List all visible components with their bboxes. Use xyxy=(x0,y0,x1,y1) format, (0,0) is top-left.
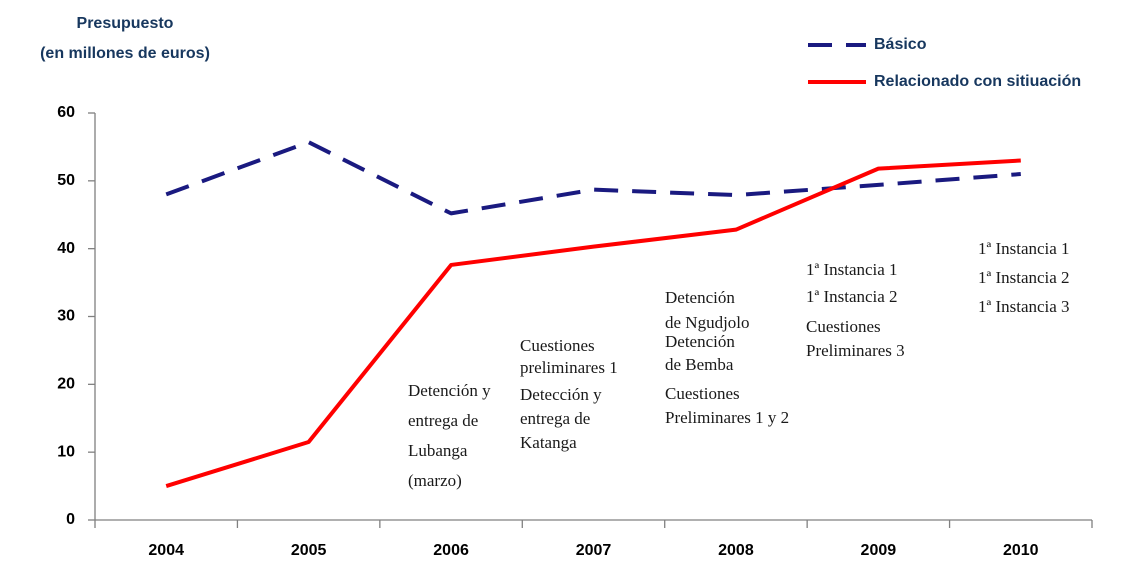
annotation: (marzo) xyxy=(408,471,462,490)
annotation: Cuestiones xyxy=(665,384,740,403)
y-tick-label: 40 xyxy=(57,240,75,257)
annotation: Detención y xyxy=(408,381,491,400)
annotation: entrega de xyxy=(408,411,478,430)
y-tick-label: 20 xyxy=(57,376,75,393)
annotation: Lubanga xyxy=(408,441,468,460)
y-axis-title: Presupuesto xyxy=(77,15,174,32)
annotation: Cuestiones xyxy=(806,317,881,336)
annotation: 1ª Instancia 1 xyxy=(978,239,1070,258)
annotation: Preliminares 3 xyxy=(806,341,905,360)
x-tick-label: 2004 xyxy=(148,542,184,559)
legend-label: Relacionado con sitiuación xyxy=(874,73,1081,90)
annotation: de Bemba xyxy=(665,355,734,374)
annotation: 1ª Instancia 2 xyxy=(806,287,898,306)
annotation: Detención xyxy=(665,332,735,351)
annotation: preliminares 1 xyxy=(520,358,618,377)
annotation: 1ª Instancia 1 xyxy=(806,260,898,279)
y-tick-label: 0 xyxy=(66,511,75,528)
y-axis-title: (en millones de euros) xyxy=(40,45,210,62)
y-tick-label: 60 xyxy=(57,104,75,121)
annotation: de Ngudjolo xyxy=(665,313,750,332)
annotation: 1ª Instancia 2 xyxy=(978,268,1070,287)
series-line xyxy=(165,158,1021,488)
x-tick-label: 2005 xyxy=(291,542,327,559)
y-tick-label: 30 xyxy=(57,308,75,325)
annotation: entrega de xyxy=(520,409,590,428)
x-tick-label: 2010 xyxy=(1003,542,1039,559)
annotation: Katanga xyxy=(520,433,577,452)
y-tick-label: 50 xyxy=(57,172,75,189)
y-tick-label: 10 xyxy=(57,443,75,460)
annotation: Detección y xyxy=(520,385,602,404)
legend-label: Básico xyxy=(874,36,927,53)
annotation: Preliminares 1 y 2 xyxy=(665,408,789,427)
x-tick-label: 2009 xyxy=(861,542,897,559)
series-line xyxy=(165,140,1021,216)
x-tick-label: 2006 xyxy=(433,542,469,559)
x-tick-label: 2007 xyxy=(576,542,612,559)
annotation: Cuestiones xyxy=(520,336,595,355)
annotation: 1ª Instancia 3 xyxy=(978,297,1070,316)
annotation: Detención xyxy=(665,288,735,307)
x-tick-label: 2008 xyxy=(718,542,754,559)
